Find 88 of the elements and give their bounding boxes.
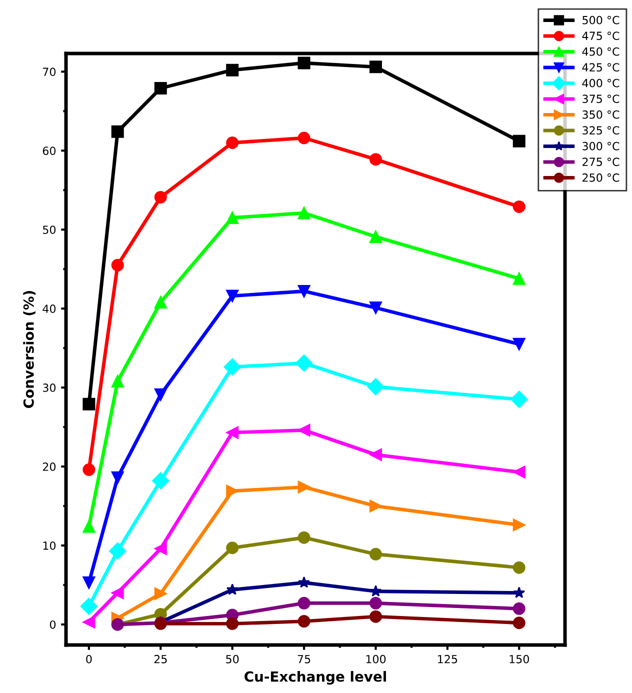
- point: [369, 302, 382, 314]
- legend-label: 300 °C: [582, 142, 620, 150]
- point: [226, 136, 239, 149]
- point: [226, 426, 239, 439]
- point: [298, 480, 310, 494]
- point: [224, 358, 241, 376]
- point: [226, 617, 239, 630]
- point: [510, 390, 528, 408]
- point: [111, 471, 124, 484]
- legend-label: 450 °C: [582, 47, 620, 56]
- legend-label: 475 °C: [582, 32, 620, 40]
- point: [154, 82, 167, 94]
- y-tick-label: 40: [42, 304, 56, 313]
- point: [370, 585, 382, 596]
- point: [82, 576, 96, 589]
- point: [369, 610, 382, 623]
- point: [298, 596, 310, 610]
- point: [295, 354, 313, 372]
- point: [82, 398, 96, 410]
- point: [369, 500, 382, 512]
- point: [298, 284, 310, 298]
- point: [154, 190, 167, 204]
- point: [369, 596, 382, 610]
- point: [226, 583, 238, 595]
- legend-label: 425 °C: [582, 63, 620, 72]
- point: [111, 586, 124, 600]
- point: [152, 472, 170, 490]
- point: [512, 200, 526, 213]
- point: [154, 542, 167, 555]
- point: [109, 542, 126, 560]
- point: [512, 616, 526, 630]
- x-tick-label: 0: [86, 654, 92, 664]
- point: [226, 290, 239, 302]
- point: [512, 134, 526, 148]
- x-tick-label: 100: [366, 654, 386, 664]
- legend-label: 375 °C: [582, 94, 620, 104]
- point: [82, 616, 96, 628]
- y-tick-label: 30: [42, 384, 56, 392]
- point: [512, 561, 526, 574]
- y-tick-label: 50: [42, 226, 56, 234]
- y-tick-label: 0: [50, 620, 56, 629]
- point: [82, 463, 96, 476]
- legend-label: 500 °C: [582, 16, 620, 24]
- x-axis-title: Cu-Exchange level: [244, 671, 386, 685]
- point: [512, 518, 526, 532]
- y-tick-label: 60: [42, 146, 56, 156]
- y-tick-label: 70: [43, 68, 56, 76]
- legend-label: 350 °C: [582, 110, 620, 119]
- point: [111, 374, 124, 388]
- point: [512, 602, 526, 615]
- point: [226, 212, 239, 224]
- point: [298, 615, 310, 628]
- y-tick-label: 10: [43, 541, 56, 550]
- x-tick-label: 75: [298, 655, 310, 664]
- point: [512, 272, 526, 285]
- legend-label: 400 °C: [582, 78, 620, 88]
- point: [154, 388, 167, 401]
- point: [369, 153, 382, 166]
- point: [226, 542, 239, 554]
- legend-label: 250 °C: [582, 173, 620, 182]
- point: [298, 56, 310, 70]
- legend-label: 325 °C: [582, 126, 620, 135]
- x-tick-label: 150: [510, 654, 529, 664]
- point: [369, 60, 382, 74]
- x-tick-label: 25: [154, 654, 167, 664]
- legend-label: 275 °C: [582, 158, 620, 166]
- point: [512, 338, 526, 350]
- y-axis-title: Conversion (%): [23, 291, 36, 408]
- point: [226, 64, 239, 76]
- point: [369, 230, 382, 243]
- x-tick-label: 50: [226, 654, 239, 664]
- point: [82, 520, 96, 533]
- point: [298, 531, 310, 544]
- point: [154, 587, 167, 600]
- point: [512, 466, 526, 478]
- point: [367, 378, 384, 396]
- point: [80, 598, 98, 615]
- y-tick-label: 20: [42, 462, 56, 471]
- point: [298, 576, 310, 588]
- point: [298, 206, 310, 220]
- point: [298, 132, 310, 144]
- x-tick-label: 125: [438, 654, 458, 664]
- point: [369, 448, 382, 461]
- point: [111, 125, 124, 138]
- point: [369, 548, 382, 560]
- point: [111, 258, 124, 272]
- point: [513, 586, 526, 598]
- point: [154, 296, 167, 309]
